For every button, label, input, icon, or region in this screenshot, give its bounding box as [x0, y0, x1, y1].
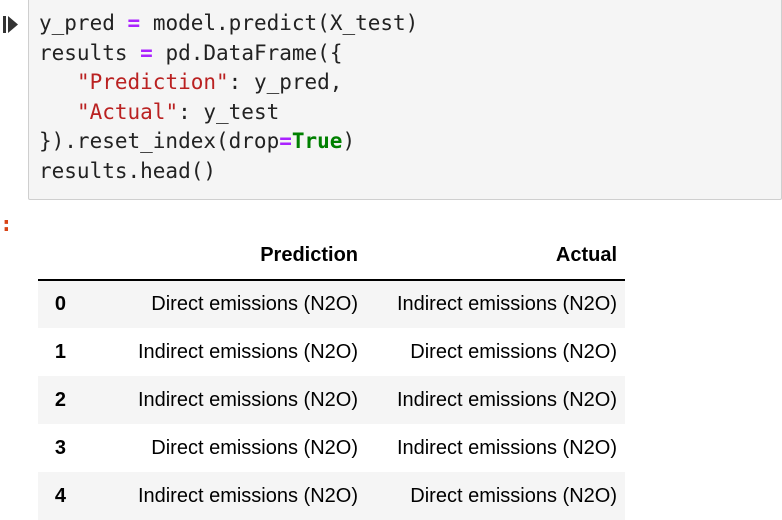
table-row: 0 Direct emissions (N2O) Indirect emissi…	[38, 280, 625, 328]
code-line-1: y_pred = model.predict(X_test)	[39, 11, 419, 35]
cell-actual: Indirect emissions (N2O)	[396, 293, 617, 315]
table-header-row: Prediction Actual	[38, 232, 625, 281]
code-line-4: "Actual": y_test	[76, 99, 280, 124]
row-index: 2	[54, 388, 66, 411]
run-cell-icon-graphic	[3, 16, 18, 33]
code-editor[interactable]: y_pred = model.predict(X_test) results =…	[39, 9, 418, 186]
run-cell-icon[interactable]	[0, 12, 22, 38]
dataframe-output: Prediction Actual 0 Direct emissions (N2…	[38, 232, 625, 520]
column-header-index	[38, 232, 82, 281]
column-header-prediction: Prediction	[82, 232, 366, 281]
table-row: 1 Indirect emissions (N2O) Direct emissi…	[38, 328, 625, 376]
cell-actual: Direct emissions (N2O)	[410, 340, 617, 363]
table-row: 3 Direct emissions (N2O) Indirect emissi…	[38, 424, 625, 472]
cell-prediction: Direct emissions (N2O)	[151, 293, 358, 315]
code-line-5: }).reset_index(drop=True)	[39, 129, 356, 153]
cell-actual: Direct emissions (N2O)	[410, 484, 617, 507]
code-cell-input[interactable]: y_pred = model.predict(X_test) results =…	[28, 0, 782, 200]
code-line-6: results.head()	[39, 158, 217, 183]
cell-prediction: Indirect emissions (N2O)	[137, 388, 358, 411]
row-index: 3	[54, 436, 66, 459]
table-row: 2 Indirect emissions (N2O) Indirect emis…	[38, 376, 625, 424]
cell-prediction: Indirect emissions (N2O)	[137, 484, 358, 507]
cell-actual: Indirect emissions (N2O)	[396, 388, 617, 411]
cell-prediction: Indirect emissions (N2O)	[137, 340, 358, 363]
cell-actual: Indirect emissions (N2O)	[396, 436, 617, 459]
cell-prediction: Direct emissions (N2O)	[151, 436, 358, 459]
column-header-actual: Actual	[366, 232, 625, 281]
code-line-2: results = pd.DataFrame({	[39, 40, 343, 65]
row-index: 0	[54, 293, 66, 315]
table-row: 4 Indirect emissions (N2O) Direct emissi…	[38, 472, 625, 520]
row-index: 1	[54, 340, 66, 363]
output-prompt: :	[0, 212, 13, 236]
row-index: 4	[54, 484, 66, 507]
code-line-3: "Prediction": y_pred,	[76, 70, 343, 94]
